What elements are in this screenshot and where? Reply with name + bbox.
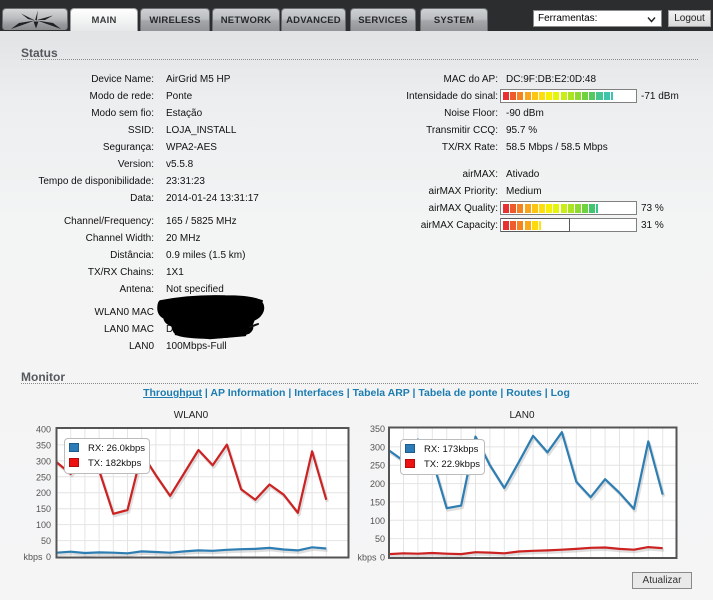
svg-text:0: 0 [46, 552, 51, 562]
svg-text:50: 50 [375, 534, 385, 544]
svg-text:100: 100 [36, 520, 51, 530]
svg-text:50: 50 [41, 536, 51, 546]
svg-text:kbps: kbps [357, 553, 377, 563]
svg-text:400: 400 [36, 425, 51, 435]
svg-text:350: 350 [36, 440, 51, 450]
svg-text:0: 0 [380, 553, 385, 563]
svg-text:kbps: kbps [23, 552, 43, 562]
svg-text:300: 300 [36, 456, 51, 466]
svg-text:250: 250 [36, 472, 51, 482]
svg-text:300: 300 [370, 442, 385, 452]
svg-text:150: 150 [36, 504, 51, 514]
svg-text:200: 200 [36, 488, 51, 498]
svg-text:200: 200 [370, 479, 385, 489]
svg-text:250: 250 [370, 461, 385, 471]
svg-text:100: 100 [370, 516, 385, 526]
svg-text:150: 150 [370, 497, 385, 507]
svg-text:350: 350 [370, 424, 385, 434]
